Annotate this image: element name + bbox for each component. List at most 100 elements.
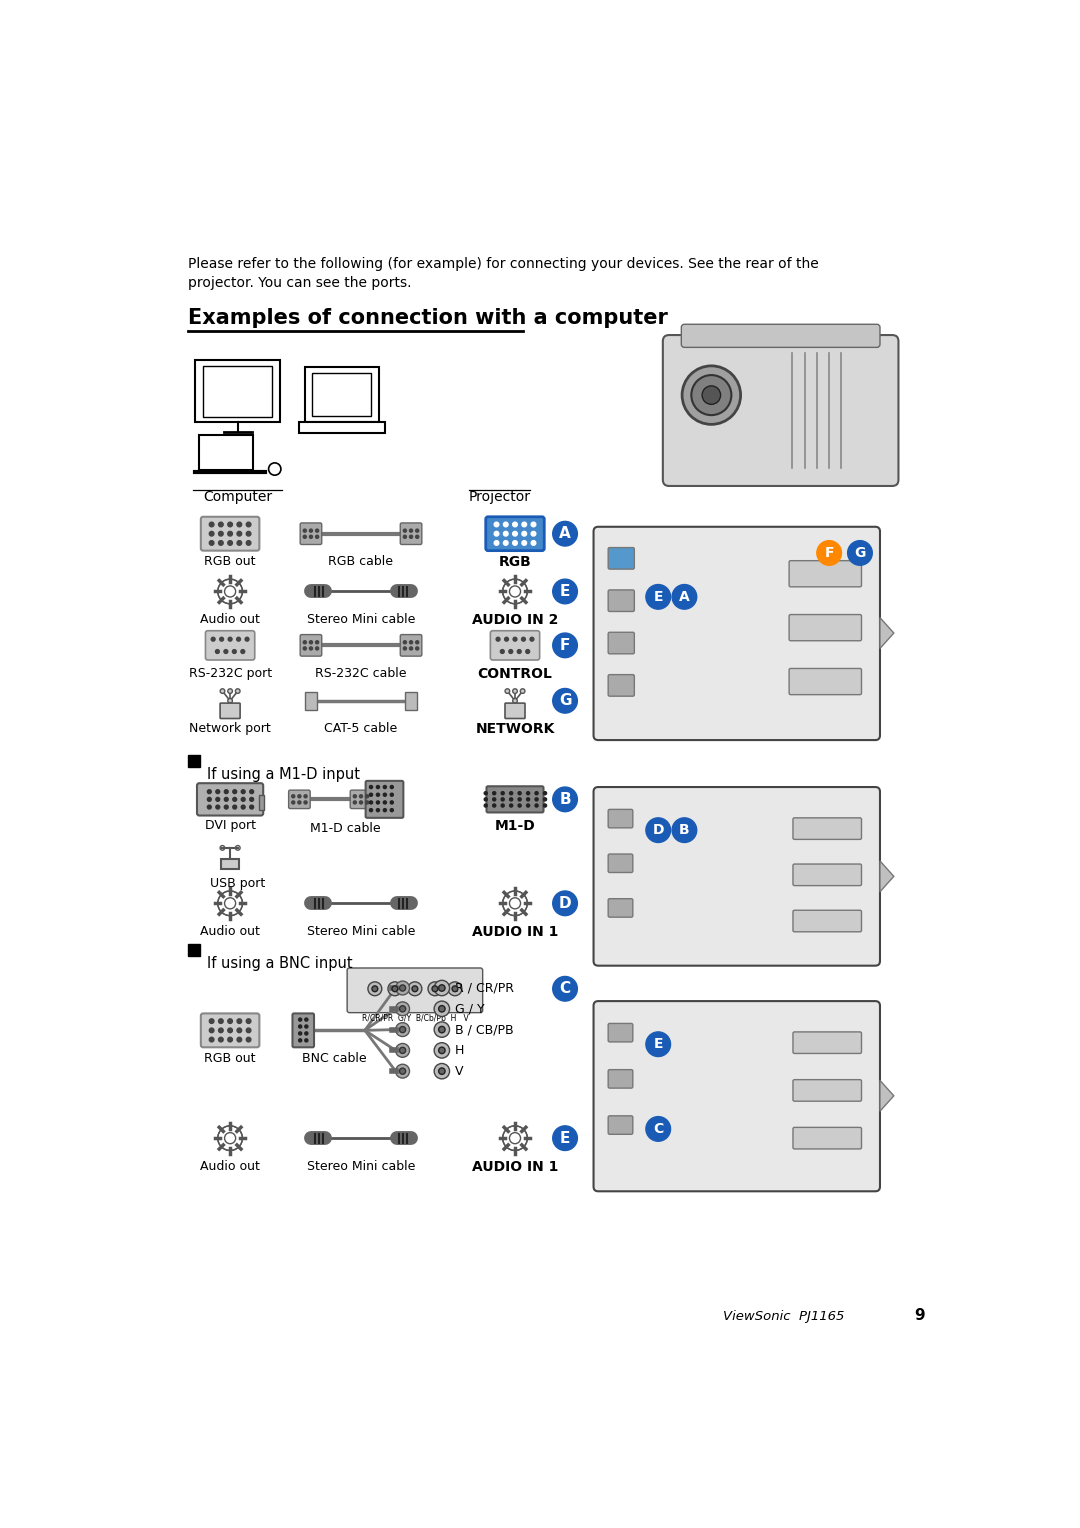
- Text: Computer: Computer: [203, 490, 272, 504]
- Circle shape: [309, 640, 312, 643]
- Circle shape: [395, 981, 409, 995]
- FancyBboxPatch shape: [681, 324, 880, 347]
- Bar: [405, 692, 417, 711]
- Circle shape: [298, 795, 301, 798]
- Polygon shape: [880, 1080, 894, 1111]
- Circle shape: [409, 529, 413, 532]
- Bar: [220, 859, 240, 869]
- Circle shape: [353, 801, 356, 804]
- Circle shape: [409, 640, 413, 643]
- Circle shape: [377, 801, 379, 804]
- Circle shape: [210, 1028, 214, 1033]
- Circle shape: [438, 1047, 445, 1054]
- Text: Please refer to the following (for example) for connecting your devices. See the: Please refer to the following (for examp…: [188, 257, 819, 270]
- Circle shape: [527, 792, 529, 795]
- Circle shape: [372, 986, 378, 992]
- Circle shape: [245, 637, 249, 642]
- Circle shape: [503, 523, 508, 527]
- Text: ViewSonic  PJ1165: ViewSonic PJ1165: [723, 1309, 845, 1323]
- Circle shape: [383, 801, 387, 804]
- Circle shape: [388, 983, 402, 996]
- Circle shape: [484, 804, 487, 807]
- Circle shape: [522, 541, 527, 545]
- Text: Audio out: Audio out: [200, 1160, 260, 1172]
- Circle shape: [531, 541, 536, 545]
- Circle shape: [400, 1027, 406, 1033]
- FancyBboxPatch shape: [350, 790, 372, 808]
- Circle shape: [218, 523, 224, 527]
- Circle shape: [315, 646, 319, 649]
- Circle shape: [241, 798, 245, 801]
- Circle shape: [400, 1047, 406, 1053]
- FancyBboxPatch shape: [793, 1128, 862, 1149]
- FancyBboxPatch shape: [205, 631, 255, 660]
- Circle shape: [522, 637, 525, 642]
- Circle shape: [299, 1025, 301, 1028]
- Text: B: B: [559, 792, 571, 807]
- Circle shape: [495, 541, 499, 545]
- Circle shape: [535, 804, 538, 807]
- Circle shape: [453, 986, 458, 992]
- Text: V: V: [455, 1065, 463, 1077]
- Circle shape: [553, 689, 578, 714]
- Bar: [188, 944, 200, 957]
- Polygon shape: [880, 617, 894, 648]
- Circle shape: [434, 1063, 449, 1079]
- Circle shape: [683, 365, 741, 425]
- Circle shape: [521, 689, 525, 694]
- Circle shape: [500, 649, 504, 654]
- Circle shape: [225, 805, 228, 808]
- Circle shape: [646, 1117, 671, 1141]
- Circle shape: [237, 523, 242, 527]
- Circle shape: [210, 541, 214, 545]
- Text: Audio out: Audio out: [200, 613, 260, 626]
- Circle shape: [237, 1028, 242, 1033]
- Circle shape: [646, 585, 671, 610]
- Circle shape: [305, 1025, 308, 1028]
- Circle shape: [513, 637, 517, 642]
- Circle shape: [233, 805, 237, 808]
- FancyBboxPatch shape: [486, 787, 543, 813]
- Circle shape: [210, 523, 214, 527]
- Text: Projector: Projector: [469, 490, 530, 504]
- Circle shape: [218, 532, 224, 536]
- Circle shape: [527, 798, 529, 801]
- Circle shape: [411, 986, 418, 992]
- Circle shape: [816, 541, 841, 565]
- Circle shape: [216, 790, 219, 793]
- Circle shape: [309, 529, 312, 532]
- FancyBboxPatch shape: [312, 373, 372, 416]
- Polygon shape: [880, 860, 894, 892]
- Text: Audio out: Audio out: [200, 924, 260, 938]
- Circle shape: [392, 986, 397, 992]
- Text: E: E: [653, 590, 663, 604]
- Circle shape: [246, 1019, 251, 1024]
- Circle shape: [527, 804, 529, 807]
- Circle shape: [377, 785, 379, 788]
- Circle shape: [438, 1068, 445, 1074]
- Circle shape: [249, 798, 254, 801]
- Circle shape: [553, 579, 578, 604]
- Circle shape: [504, 637, 509, 642]
- Circle shape: [237, 541, 242, 545]
- Circle shape: [646, 1031, 671, 1056]
- Circle shape: [269, 463, 281, 475]
- Circle shape: [553, 787, 578, 811]
- Circle shape: [403, 646, 406, 649]
- Circle shape: [383, 808, 387, 811]
- Circle shape: [228, 1038, 232, 1042]
- FancyBboxPatch shape: [594, 1001, 880, 1192]
- FancyBboxPatch shape: [305, 367, 379, 422]
- Circle shape: [237, 1019, 242, 1024]
- Circle shape: [848, 541, 873, 565]
- Circle shape: [207, 805, 212, 808]
- Circle shape: [207, 790, 212, 793]
- Text: B: B: [679, 824, 690, 837]
- Circle shape: [395, 1022, 409, 1036]
- Circle shape: [434, 981, 449, 996]
- Circle shape: [522, 532, 527, 536]
- Circle shape: [369, 793, 373, 796]
- Text: RS-232C port: RS-232C port: [189, 666, 272, 680]
- Circle shape: [403, 535, 406, 538]
- Circle shape: [210, 532, 214, 536]
